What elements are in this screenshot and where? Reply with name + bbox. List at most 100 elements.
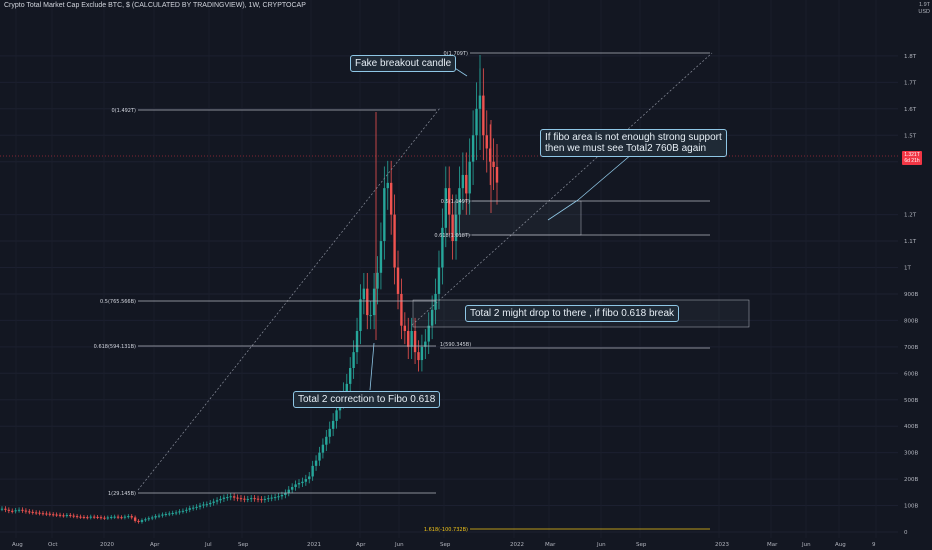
- candle-body: [427, 325, 430, 342]
- candle-body: [4, 508, 7, 510]
- candle-body: [424, 341, 427, 347]
- candle-body: [191, 507, 195, 509]
- y-tick-label: 100B: [904, 504, 918, 510]
- candle-body: [151, 517, 154, 519]
- candle-body: [127, 516, 130, 518]
- candle-body: [277, 496, 280, 498]
- x-tick-label: Sep: [636, 542, 647, 548]
- callout-correction[interactable]: Total 2 correction to Fibo 0.618: [293, 391, 441, 408]
- candle-body: [328, 428, 331, 437]
- candle-body: [263, 498, 267, 500]
- candle-body: [164, 514, 168, 516]
- candle-body: [280, 494, 284, 497]
- candle-body: [253, 498, 256, 500]
- x-tick-label: 2023: [715, 542, 729, 548]
- fib-big-0618-label: 0.618(594.131B): [94, 344, 136, 350]
- candle-body: [17, 509, 21, 511]
- candle-body: [11, 510, 14, 512]
- candle-body: [205, 504, 209, 506]
- fib-small-05-label: 0.5(1.149T): [441, 199, 470, 205]
- candle-body: [482, 95, 485, 136]
- y-axis: 1.8T1.7T1.6T1.5T1.4T1.2T1.1T1T900B800B70…: [904, 54, 918, 536]
- candle-body: [195, 506, 198, 508]
- fib-big-05-label: 0.5(765.566B): [100, 299, 136, 305]
- callout-support-line-2: then we must see Total2 760B again: [545, 143, 707, 154]
- candle-body: [345, 383, 348, 392]
- candle-body: [243, 498, 246, 500]
- x-tick-label: Oct: [48, 542, 58, 548]
- candle-body: [420, 346, 424, 361]
- callout-support[interactable]: If fibo area is not enough strong suppor…: [540, 129, 727, 157]
- y-tick-label: 1.1T: [904, 239, 917, 245]
- x-tick-label: Apr: [356, 542, 366, 548]
- candle-body: [123, 516, 127, 518]
- candle-body: [352, 352, 355, 369]
- candle-body: [62, 515, 65, 517]
- y-tick-label: 1T: [904, 266, 911, 272]
- candle-body: [284, 492, 287, 495]
- candle-body: [212, 501, 215, 503]
- candle-body: [202, 504, 205, 506]
- candle-body: [55, 514, 58, 516]
- candle-body: [79, 516, 82, 518]
- y-tick-label: 1.7T: [904, 80, 917, 86]
- candle-body: [174, 512, 178, 514]
- trend-line-big: [137, 107, 441, 491]
- candle-body: [273, 497, 277, 499]
- candle-body: [69, 515, 72, 517]
- candle-body: [75, 516, 79, 518]
- candle-body: [7, 509, 11, 511]
- y-tick-label: 500B: [904, 398, 918, 404]
- candle-body: [321, 444, 325, 453]
- x-tick-label: Mar: [767, 542, 778, 548]
- price-tag: 1.321T 6d 21h: [902, 151, 922, 165]
- x-tick-label: 9: [872, 542, 876, 548]
- candle-body: [318, 452, 321, 461]
- y-tick-label: 400B: [904, 424, 918, 430]
- y-tick-label: 700B: [904, 345, 918, 351]
- candle-body: [171, 512, 174, 514]
- candle-body: [383, 188, 386, 242]
- fib-small-1-label: 1(590.345B): [440, 342, 471, 348]
- candle-body: [454, 214, 458, 242]
- candle-body: [38, 512, 41, 514]
- candle-body: [157, 515, 161, 517]
- x-tick-label: Aug: [12, 542, 23, 548]
- candle-body: [434, 293, 437, 310]
- trend-line-small: [411, 52, 713, 326]
- fib-zone-small: [454, 200, 582, 236]
- candle-body: [362, 288, 366, 300]
- y-tick-label: 1.6T: [904, 107, 917, 113]
- fib-big-0-label: 0(1.492T): [112, 108, 137, 114]
- candle-body: [92, 516, 96, 518]
- candle-body: [359, 299, 362, 331]
- candle-body: [468, 161, 471, 194]
- grid: [0, 55, 898, 533]
- candle-body: [96, 516, 99, 518]
- candle-body: [89, 516, 92, 518]
- y-tick-label: 1.8T: [904, 54, 917, 60]
- fib-small-0-label: 0(1.709T): [444, 51, 469, 57]
- candles: [0, 55, 499, 524]
- x-tick-label: 2021: [307, 542, 321, 548]
- candle-body: [267, 498, 270, 500]
- candle-body: [475, 108, 478, 136]
- candle-body: [0, 508, 4, 510]
- callout-fake-breakout[interactable]: Fake breakout candle: [350, 55, 457, 72]
- x-tick-label: Aug: [835, 542, 846, 548]
- callout-pointer: [369, 342, 375, 391]
- candle-body: [209, 502, 212, 505]
- candle-body: [389, 182, 393, 215]
- x-tick-label: Jul: [204, 542, 212, 548]
- candle-body: [161, 514, 164, 516]
- candle-body: [444, 188, 447, 228]
- candle-body: [355, 330, 359, 353]
- candle-body: [99, 517, 103, 519]
- candle-body: [14, 510, 17, 512]
- candle-body: [396, 267, 400, 294]
- candle-body: [219, 498, 222, 501]
- x-tick-label: Mar: [545, 542, 556, 548]
- candle-body: [471, 135, 475, 162]
- callout-drop[interactable]: Total 2 might drop to there , if fibo 0.…: [465, 305, 680, 322]
